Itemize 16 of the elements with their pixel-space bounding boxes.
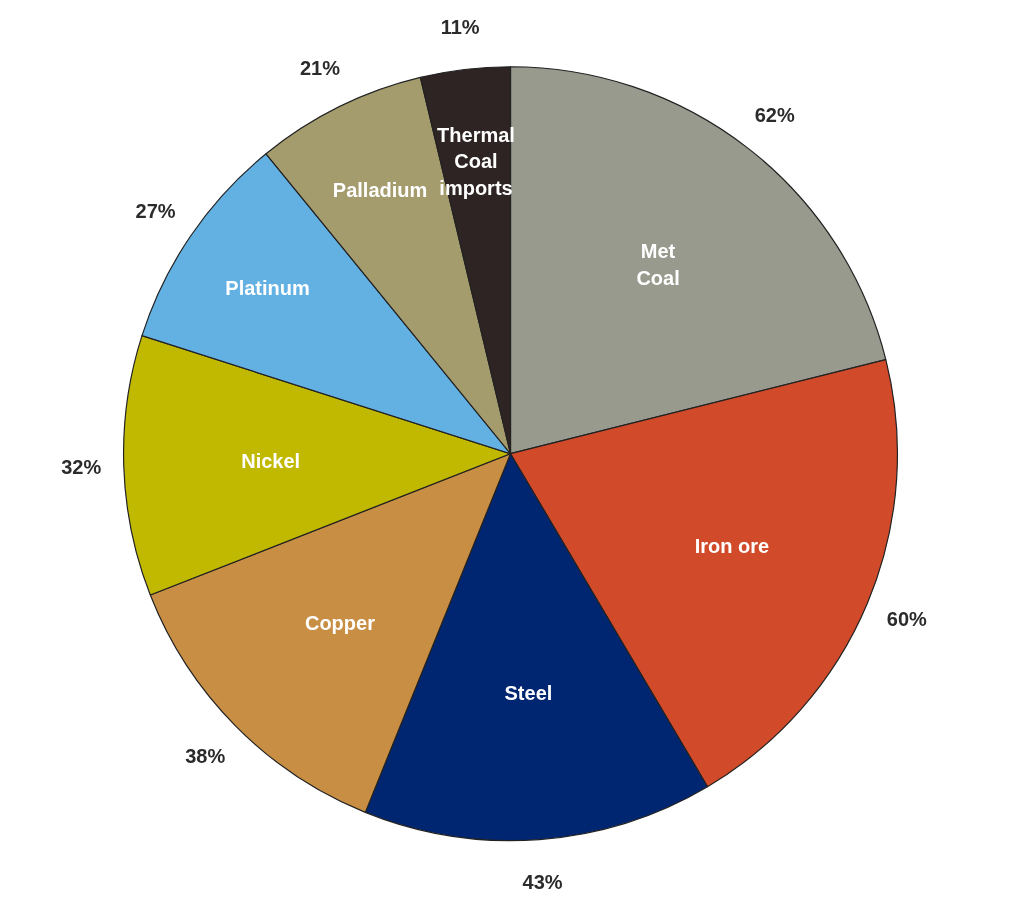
data-label: 60% — [886, 608, 928, 631]
slice-label: Palladium — [332, 178, 428, 201]
data-label: 43% — [522, 871, 563, 894]
slice-label: Iron ore — [694, 535, 770, 558]
data-label: 21% — [300, 57, 341, 80]
slice-label: Nickel — [241, 450, 301, 473]
slice-label: Steel — [504, 682, 553, 705]
data-label: 32% — [61, 456, 102, 479]
slice-label: Platinum — [225, 276, 310, 299]
slice-label: Thermal Coal imports — [437, 123, 515, 199]
data-label: 11% — [440, 15, 480, 38]
data-label: 62% — [754, 103, 795, 126]
slice-label: Met Coal — [636, 240, 680, 289]
data-label: 38% — [185, 745, 226, 768]
data-label: 27% — [135, 200, 176, 223]
slice-label: Copper — [304, 611, 376, 634]
